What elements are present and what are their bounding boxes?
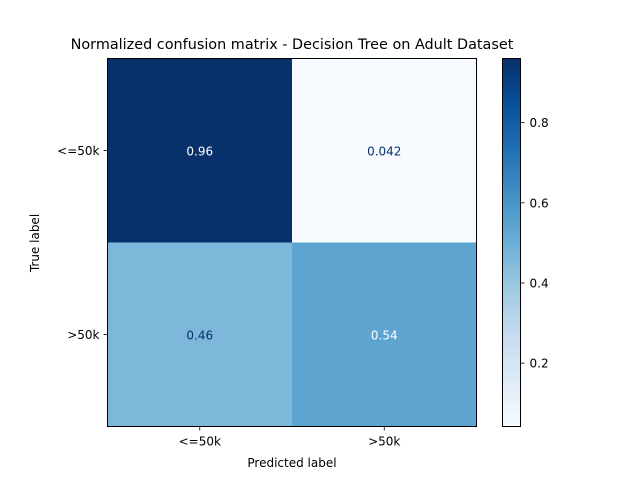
x-tick-label: >50k bbox=[368, 435, 400, 449]
cell-value-label: 0.042 bbox=[367, 145, 401, 159]
matrix-cell bbox=[107, 58, 292, 243]
cell-value-label: 0.46 bbox=[186, 329, 213, 343]
matrix-cell bbox=[107, 242, 292, 427]
colorbar-tick-label: 0.8 bbox=[530, 116, 549, 130]
x-axis-label: Predicted label bbox=[247, 456, 336, 470]
colorbar-tick-label: 0.4 bbox=[530, 276, 549, 290]
cell-value-label: 0.96 bbox=[186, 145, 213, 159]
colorbar-tick-label: 0.2 bbox=[530, 357, 549, 371]
chart-title: Normalized confusion matrix - Decision T… bbox=[71, 37, 514, 53]
x-tick-label: <=50k bbox=[179, 435, 221, 449]
colorbar bbox=[502, 58, 521, 427]
y-tick-label: <=50k bbox=[57, 144, 99, 158]
cell-value-label: 0.54 bbox=[371, 329, 398, 343]
matrix-cell bbox=[292, 242, 477, 427]
matrix-cell-labels: 0.96 0.042 0.46 0.54 bbox=[186, 145, 401, 343]
matrix-cell bbox=[292, 58, 477, 243]
x-axis-ticks: <=50k >50k bbox=[179, 426, 400, 449]
colorbar-tick-label: 0.6 bbox=[530, 196, 549, 210]
y-axis-ticks: <=50k >50k bbox=[57, 144, 108, 342]
y-axis-label: True label bbox=[28, 214, 42, 273]
y-tick-label: >50k bbox=[67, 328, 99, 342]
colorbar-ticks: 0.2 0.4 0.6 0.8 bbox=[520, 116, 549, 371]
matrix-frame bbox=[107, 58, 477, 427]
matrix-cells bbox=[107, 58, 477, 427]
